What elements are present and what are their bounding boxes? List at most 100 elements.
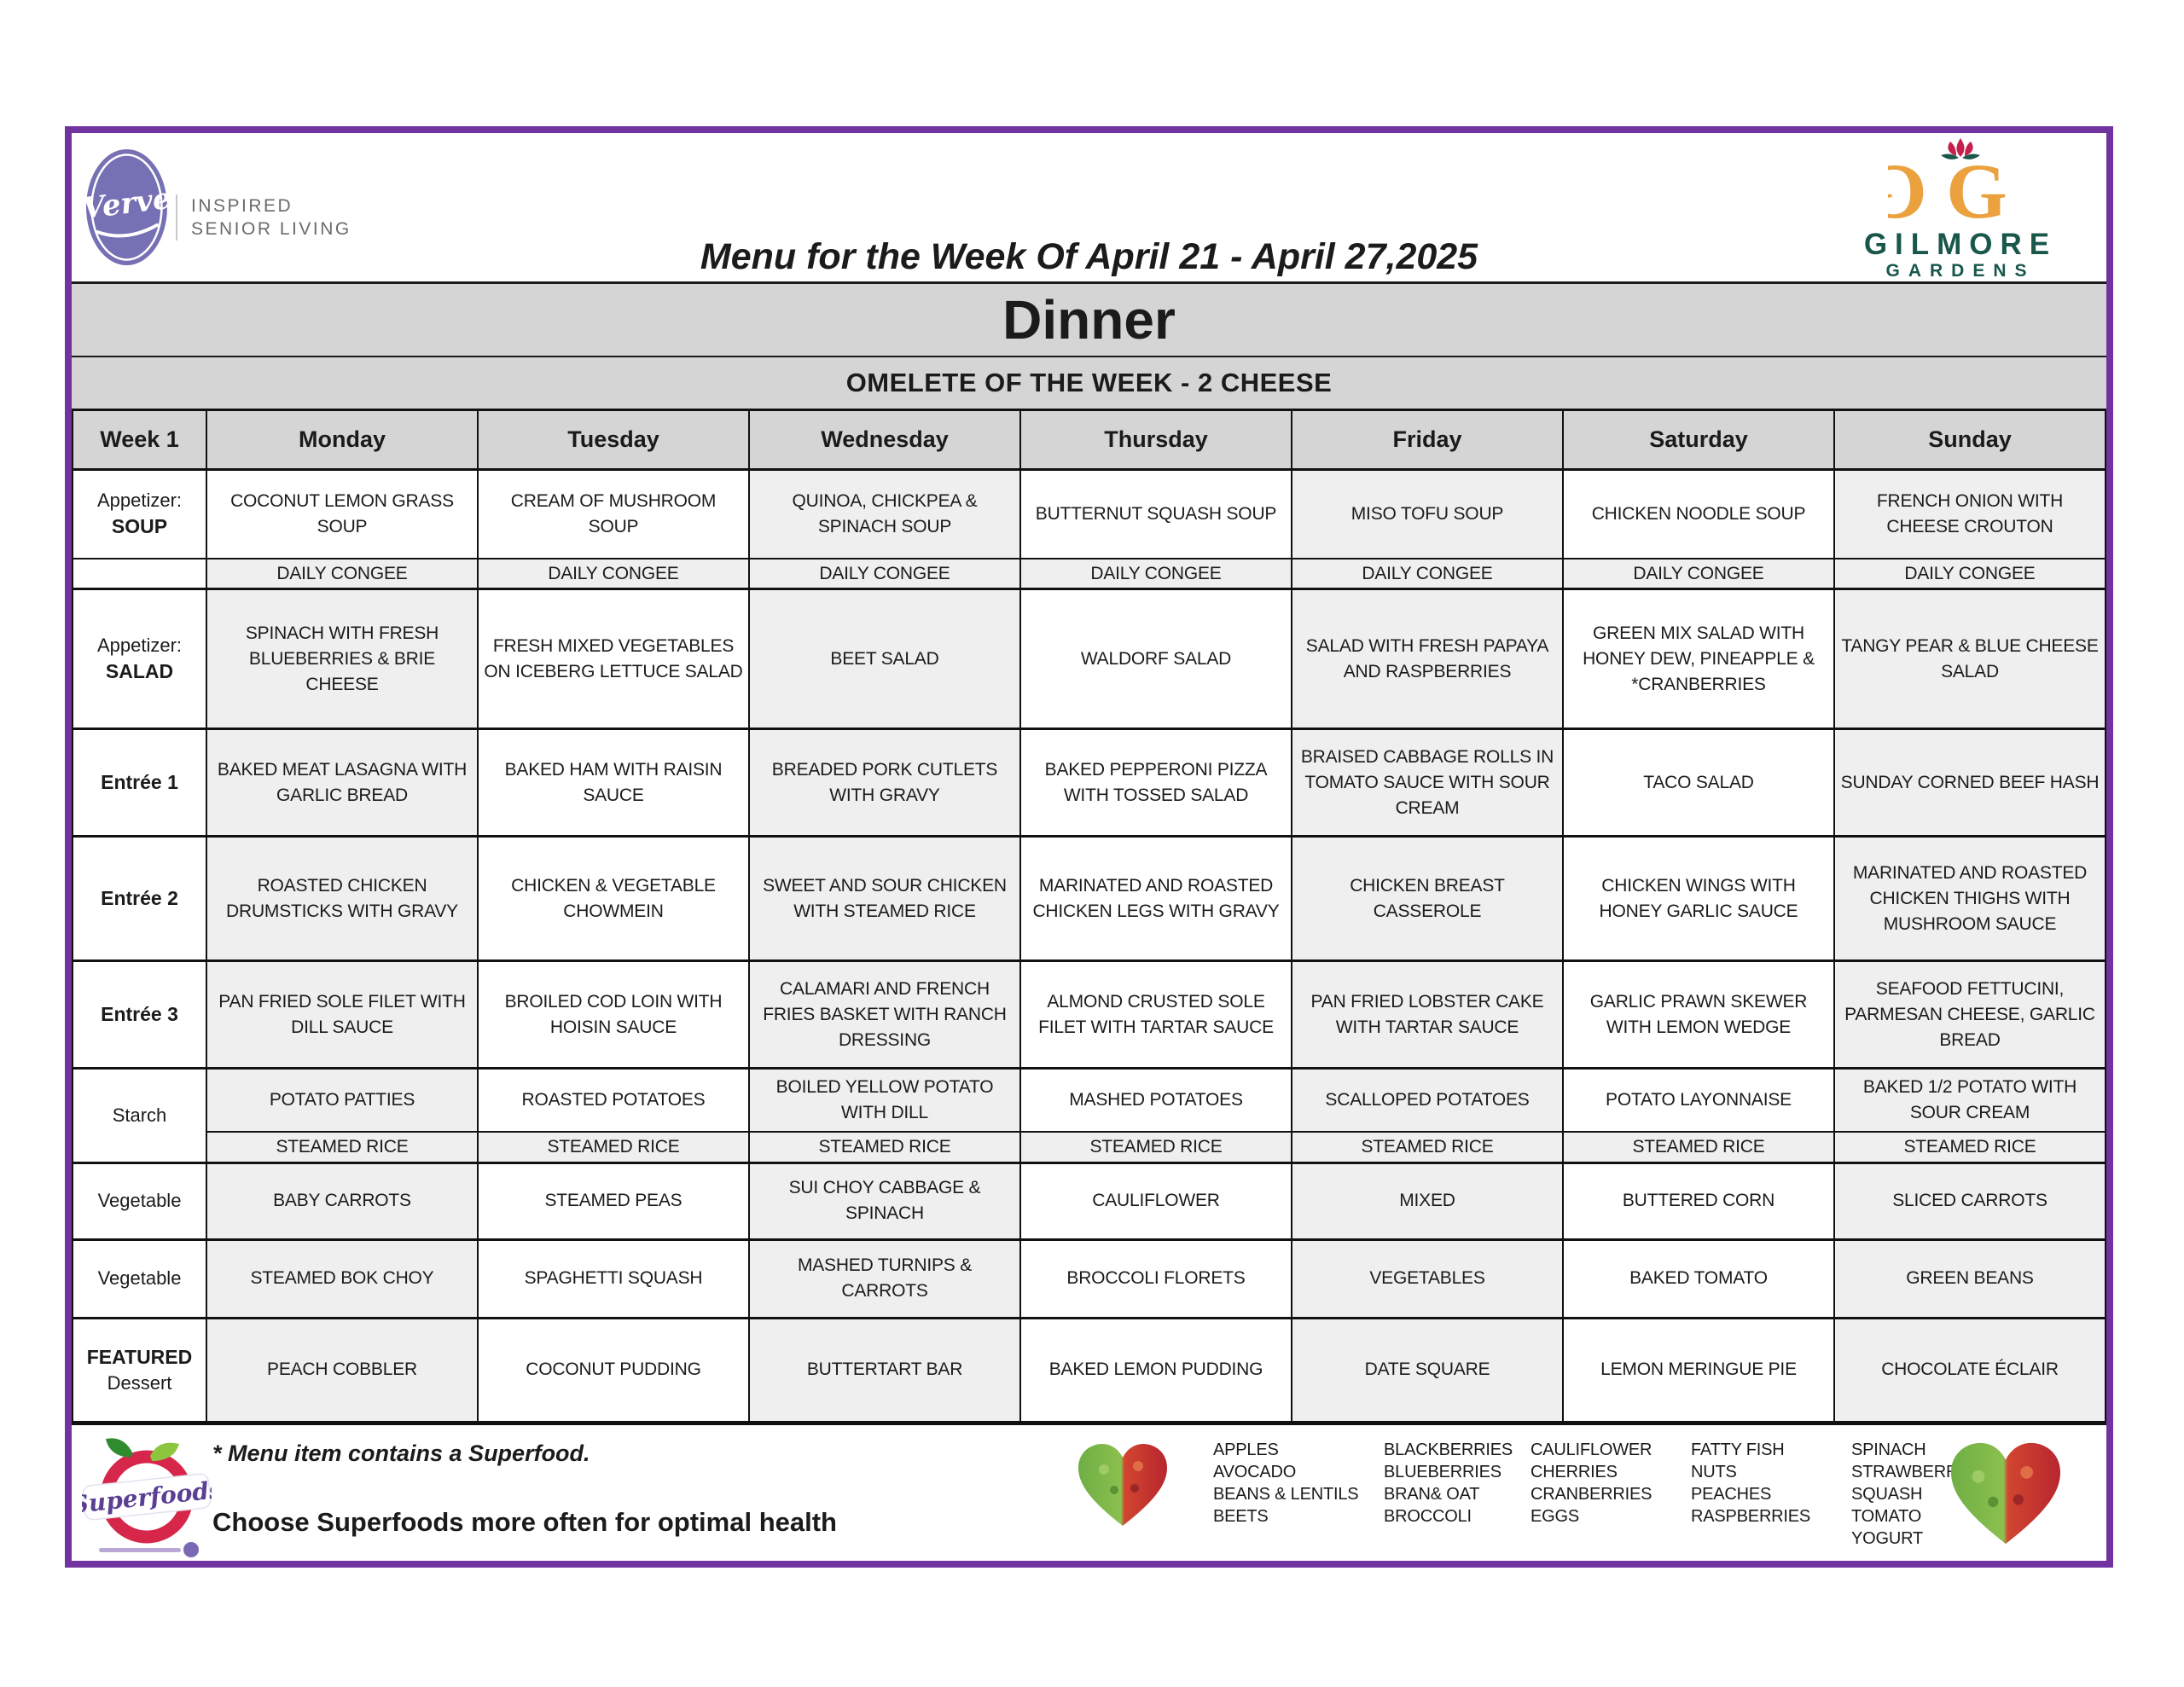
menu-cell-entree2-sunday: MARINATED AND ROASTED CHICKEN THIGHS WIT… [1833,835,2106,962]
day-header-monday: Monday [206,409,479,471]
superfood-item: YOGURT [1851,1529,1923,1549]
menu-row-veg1: Vegetable BABY CARROTS STEAMED PEAS SUI CHO… [72,1161,2106,1241]
menu-cell-entree2-saturday: CHICKEN WINGS WITH HONEY GARLIC SAUCE [1562,835,1835,962]
menu-cell-veg2-sunday: GREEN BEANS [1833,1238,2106,1319]
menu-cell-starch-thursday: MASHED POTATOES [1019,1067,1292,1133]
menu-cell-soup-thursday: BUTTERNUT SQUASH SOUP [1019,468,1292,559]
menu-cell-veg2-friday: VEGETABLES [1291,1238,1564,1319]
menu-cell-soup-wednesday: QUINOA, CHICKPEA & SPINACH SOUP [748,468,1021,559]
row-label-text: Vegetable [97,1190,182,1212]
omelette-banner: OMELETE OF THE WEEK - 2 CHEESE [72,356,2106,409]
menu-cell-congee-friday: DAILY CONGEE [1291,557,1564,590]
superfood-item: AVOCADO [1213,1463,1297,1482]
row-label-veg2: Vegetable [72,1238,207,1319]
menu-cell-veg1-friday: MIXED [1291,1161,1564,1241]
row-label-text: SOUP [111,515,168,538]
menu-cell-entree1-tuesday: BAKED HAM WITH RAISIN SAUCE [477,728,750,838]
row-label-text: Appetizer: [96,490,183,512]
superfood-item: BLUEBERRIES [1384,1463,1502,1482]
menu-table: Week 1 Monday Tuesday Wednesday Thursday Frid… [72,409,2106,1423]
superfood-advice: Choose Superfoods more often for optimal… [212,1507,837,1538]
menu-cell-starch-sunday: BAKED 1/2 POTATO WITH SOUR CREAM [1833,1067,2106,1133]
menu-row-rice: STEAMED RICE STEAMED RICE STEAMED RICE STEA… [73,1130,2106,1164]
menu-cell-veg1-tuesday: STEAMED PEAS [477,1161,750,1241]
menu-cell-soup-tuesday: CREAM OF MUSHROOM SOUP [477,468,750,559]
menu-cell-congee-monday: DAILY CONGEE [206,557,479,590]
menu-row-soup: Appetizer: SOUP COCONUT LEMON GRASS SOUP CR… [72,468,2106,559]
row-label-text: Dessert [107,1372,172,1394]
day-header-saturday: Saturday [1562,409,1835,471]
menu-cell-entree1-friday: BRAISED CABBAGE ROLLS IN TOMATO SAUCE WI… [1291,728,1564,838]
menu-cell-veg1-sunday: SLICED CARROTS [1833,1161,2106,1241]
superfood-note: * Menu item contains a Superfood. [212,1441,590,1467]
menu-row-salad: Appetizer: SALAD SPINACH WITH FRESH BLUEBE… [72,588,2106,730]
day-header-friday: Friday [1291,409,1564,471]
menu-cell-entree3-monday: PAN FRIED SOLE FILET WITH DILL SAUCE [206,959,479,1070]
veggie-heart-icon [1951,1443,2060,1545]
menu-cell-soup-monday: COCONUT LEMON GRASS SOUP [206,468,479,559]
menu-cell-rice-monday: STEAMED RICE [206,1130,479,1164]
superfood-list: APPLES AVOCADO BEANS & LENTILS BEETS BLACKBE… [1213,1439,1988,1550]
menu-row-entree3: Entrée 3 PAN FRIED SOLE FILET WITH DILL S… [72,959,2106,1070]
menu-cell-dessert-wednesday: BUTTERTART BAR [748,1316,1021,1423]
menu-cell-veg2-saturday: BAKED TOMATO [1562,1238,1835,1319]
superfood-item: CHERRIES [1531,1463,1618,1482]
menu-row-congee: DAILY CONGEE DAILY CONGEE DAILY CONGEE DAIL… [72,557,2106,590]
menu-cell-soup-friday: MISO TOFU SOUP [1291,468,1564,559]
superfood-item: BRAN& OAT [1384,1485,1480,1504]
day-header-wednesday: Wednesday [748,409,1021,471]
gilmore-sub: GARDENS [1885,261,2036,281]
menu-row-dessert: FEATURED Dessert PEACH COBBLER COCONUT PUDD… [72,1316,2106,1423]
menu-cell-veg1-monday: BABY CARROTS [206,1161,479,1241]
superfood-item: BROCCOLI [1384,1507,1472,1527]
menu-cell-soup-sunday: FRENCH ONION WITH CHEESE CROUTON [1833,468,2106,559]
superfood-item: SQUASH [1851,1485,1923,1504]
menu-cell-dessert-sunday: CHOCOLATE ÉCLAIR [1833,1316,2106,1423]
day-header-tuesday: Tuesday [477,409,750,471]
superfood-item: BLACKBERRIES [1384,1441,1513,1460]
menu-cell-dessert-thursday: BAKED LEMON PUDDING [1019,1316,1292,1423]
menu-cell-veg2-monday: STEAMED BOK CHOY [206,1238,479,1319]
menu-cell-entree2-thursday: MARINATED AND ROASTED CHICKEN LEGS WITH … [1019,835,1292,962]
menu-cell-entree2-wednesday: SWEET AND SOUR CHICKEN WITH STEAMED RICE [748,835,1021,962]
menu-cell-veg1-wednesday: SUI CHOY CABBAGE & SPINACH [748,1161,1021,1241]
menu-cell-entree3-sunday: SEAFOOD FETTUCINI, PARMESAN CHEESE, GARL… [1833,959,2106,1070]
menu-cell-congee-sunday: DAILY CONGEE [1833,557,2106,590]
menu-row-starch: Starch POTATO PATTIES ROASTED POTATOES BOIL… [72,1067,2106,1164]
menu-cell-starch-monday: POTATO PATTIES [206,1067,479,1133]
menu-cell-veg1-thursday: CAULIFLOWER [1019,1161,1292,1241]
superfood-column-2: BLACKBERRIES BLUEBERRIES BRAN& OAT BROCCOLI [1384,1439,1531,1550]
menu-cell-entree2-monday: ROASTED CHICKEN DRUMSTICKS WITH GRAVY [206,835,479,962]
menu-cell-starch-friday: SCALLOPED POTATOES [1291,1067,1564,1133]
menu-cell-dessert-tuesday: COCONUT PUDDING [477,1316,750,1423]
menu-row-entree1: Entrée 1 BAKED MEAT LASAGNA WITH GARLIC B… [72,728,2106,838]
menu-cell-salad-tuesday: FRESH MIXED VEGETABLES ON ICEBERG LETTUC… [477,588,750,730]
menu-cell-salad-sunday: TANGY PEAR & BLUE CHEESE SALAD [1833,588,2106,730]
menu-cell-soup-saturday: CHICKEN NOODLE SOUP [1562,468,1835,559]
menu-cell-rice-tuesday: STEAMED RICE [477,1130,750,1164]
menu-cell-dessert-monday: PEACH COBBLER [206,1316,479,1423]
menu-cell-starch-wednesday: BOILED YELLOW POTATO WITH DILL [748,1067,1021,1133]
superfood-item: CAULIFLOWER [1531,1441,1653,1460]
row-label-text: Entrée 1 [101,771,178,794]
row-label-text: Vegetable [97,1267,182,1290]
menu-cell-salad-wednesday: BEET SALAD [748,588,1021,730]
row-label-text: Starch [112,1104,167,1127]
menu-cell-entree1-thursday: BAKED PEPPERONI PIZZA WITH TOSSED SALAD [1019,728,1292,838]
page-title: Menu for the Week Of April 21 - April 27… [700,236,1478,277]
superfood-item: FATTY FISH [1691,1441,1785,1460]
row-label-soup: Appetizer: SOUP [72,468,207,559]
superfood-item: EGGS [1531,1507,1579,1527]
svg-text:G: G [1946,148,2007,225]
superfoods-logo: Superfoods [82,1438,212,1558]
menu-cell-salad-monday: SPINACH WITH FRESH BLUEBERRIES & BRIE CH… [206,588,479,730]
row-label-congee [72,557,207,590]
menu-row-veg2: Vegetable STEAMED BOK CHOY SPAGHETTI SQUAS… [72,1238,2106,1319]
veggie-heart-icon [1078,1444,1167,1527]
row-label-salad: Appetizer: SALAD [72,588,207,730]
verve-tagline-line1: INSPIRED [191,196,293,216]
menu-cell-entree2-tuesday: CHICKEN & VEGETABLE CHOWMEIN [477,835,750,962]
superfood-column-3: CAULIFLOWER CHERRIES CRANBERRIES EGGS [1531,1439,1691,1550]
superfoods-fineprint [99,1548,181,1553]
week-header-cell: Week 1 [72,409,207,471]
